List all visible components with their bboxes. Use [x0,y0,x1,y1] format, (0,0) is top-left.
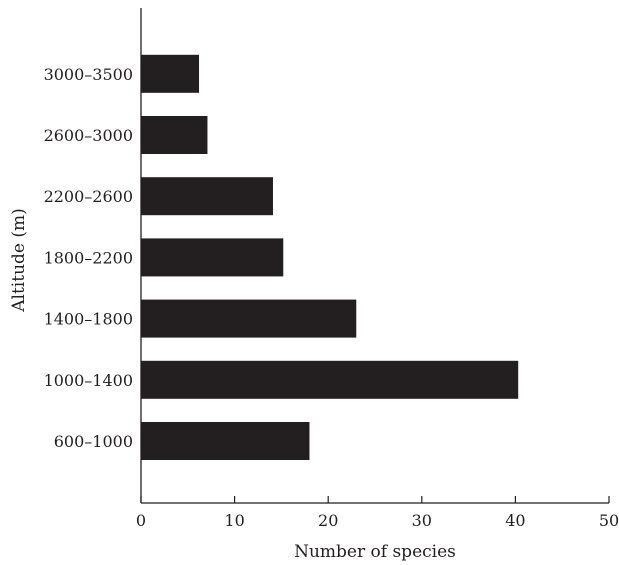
x-tick-label-4: 40 [505,511,525,530]
x-tick-label-2: 20 [318,511,338,530]
x-axis-label: Number of species [294,542,456,562]
y-tick-label-0: 600–1000 [54,432,133,451]
y-tick-label-6: 3000–3500 [44,65,133,84]
bar-2 [141,299,357,338]
y-axis-label: Altitude (m) [9,208,29,313]
bar-6 [141,54,200,93]
x-tick-label-5: 50 [599,511,619,530]
bar-4 [141,177,273,216]
x-tick-label-1: 10 [224,511,244,530]
bar-1 [141,360,519,399]
bars-group [141,54,519,460]
y-axis-tick-labels: 600–1000 1000–1400 1400–1800 1800–2200 2200–… [44,65,133,451]
y-tick-label-2: 1400–1800 [44,310,133,329]
x-tick-label-0: 0 [136,511,146,530]
bar-3 [141,238,284,277]
bar-5 [141,116,208,154]
x-axis-ticks: 0 10 20 30 40 50 [136,496,619,530]
y-tick-label-5: 2600–3000 [44,126,133,145]
y-tick-label-4: 2200–2600 [44,187,133,206]
bar-0 [141,422,310,460]
y-tick-label-1: 1000–1400 [44,371,133,390]
y-tick-label-3: 1800–2200 [44,248,133,267]
x-tick-label-3: 30 [412,511,432,530]
